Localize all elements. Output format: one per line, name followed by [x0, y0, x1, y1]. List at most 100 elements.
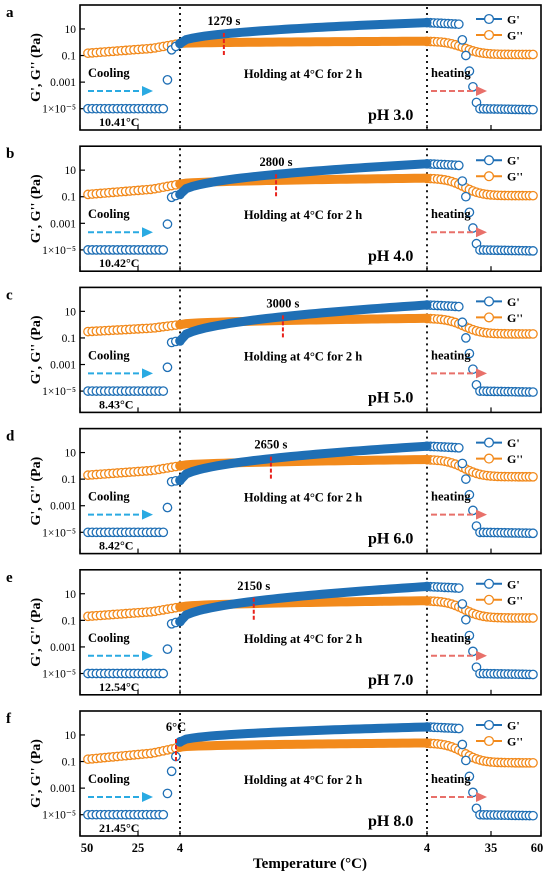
- gdp-point: [528, 757, 538, 768]
- gp-point: [464, 771, 475, 782]
- panel-letter: e: [6, 570, 13, 586]
- legend-entry: G'': [507, 170, 523, 184]
- heating-label: heating: [431, 66, 471, 80]
- crossover-label: 2800 s: [260, 155, 293, 169]
- gp-point: [468, 787, 478, 798]
- cooling-label: Cooling: [88, 631, 130, 645]
- heating-label: heating: [431, 207, 471, 221]
- legend-marker: [483, 453, 495, 464]
- gp-point: [162, 502, 173, 513]
- gel-temperature-label: 8.43°C: [99, 397, 133, 411]
- gel-temperature-label: 10.41°C: [99, 115, 139, 129]
- panel-letter: d: [6, 429, 15, 445]
- x-tick-label: 35: [485, 841, 498, 855]
- plot-frame: [79, 427, 542, 555]
- y-axis-label: G', G'' (Pa): [29, 739, 44, 808]
- x-tick-label: 4: [424, 841, 431, 855]
- panel-c: 10 0.1 0.001 1×10⁻⁵ c G', G'' (Pa) 3000 s Cooli…: [6, 286, 542, 414]
- legend-entry: G'': [507, 593, 523, 607]
- heating-arrow-head: [476, 368, 487, 379]
- heating-label: heating: [431, 772, 471, 786]
- x-tick-label: 4: [177, 841, 184, 855]
- y-axis-label: G', G'' (Pa): [29, 174, 44, 243]
- gp-point: [528, 810, 538, 821]
- y-axis-label: G', G'' (Pa): [29, 33, 44, 102]
- plot-frame: [79, 4, 542, 131]
- legend-marker: [483, 312, 495, 323]
- gp-point: [158, 527, 169, 538]
- y-tick-label: 0.1: [62, 757, 77, 769]
- cooling-arrow-head: [142, 227, 153, 238]
- gp-holding-line: [175, 722, 432, 747]
- gp-point: [453, 301, 464, 312]
- legend-marker: [483, 594, 495, 605]
- gp-point: [461, 755, 471, 766]
- panel-b: 10 0.1 0.001 1×10⁻⁵ b G', G'' (Pa) 2800 s Cooli…: [6, 145, 542, 272]
- gp-point: [464, 348, 475, 359]
- y-tick-label: 0.001: [50, 501, 76, 513]
- legend-entry: G': [507, 577, 520, 591]
- legend-entry: G': [507, 13, 520, 27]
- legend-marker: [483, 437, 495, 448]
- gp-point: [528, 669, 538, 680]
- gp-point: [461, 333, 471, 343]
- y-tick-label: 1×10⁻⁵: [42, 527, 76, 539]
- cooling-label: Cooling: [88, 772, 130, 786]
- gp-point: [461, 474, 471, 484]
- gp-point: [158, 668, 169, 679]
- x-axis-label: Temperature (°C): [253, 856, 367, 872]
- holding-label: Holding at 4°C for 2 h: [244, 632, 362, 646]
- panel-f: 10 0.1 0.001 1×10⁻⁵ f G', G'' (Pa) 6°C Cooling 2…: [6, 710, 542, 837]
- gdp-holding-line: [175, 36, 432, 49]
- plot-frame: [79, 145, 542, 272]
- legend-marker: [483, 578, 495, 589]
- legend-entry: G': [507, 154, 520, 168]
- panel-d: 10 0.1 0.001 1×10⁻⁵ d G', G'' (Pa) 2650 s Cooli…: [6, 427, 542, 555]
- crossover-label: 3000 s: [266, 296, 299, 310]
- panel-a: 10 0.1 0.001 1×10⁻⁵ a G', G'' (Pa) 1279 s Cooli…: [6, 4, 542, 131]
- gp-point: [457, 34, 468, 45]
- plot-frame: [79, 286, 542, 414]
- x-tick-label: 50: [81, 841, 94, 855]
- gp-point: [166, 766, 177, 777]
- gel-temperature-label: 21.45°C: [99, 821, 139, 835]
- ph-label: pH 8.0: [368, 813, 413, 830]
- gp-holding-line: [175, 441, 432, 485]
- gdp-point: [528, 49, 538, 60]
- heating-arrow-head: [476, 86, 487, 96]
- gp-point: [162, 788, 173, 799]
- holding-label: Holding at 4°C for 2 h: [244, 349, 362, 363]
- y-tick-label: 0.1: [62, 615, 77, 627]
- y-tick-label: 10: [65, 448, 77, 460]
- gp-holding-line: [175, 300, 432, 346]
- panel-letter: c: [6, 287, 13, 303]
- plot-frame: [79, 568, 542, 696]
- cooling-arrow-head: [142, 368, 153, 379]
- y-axis-label: G', G'' (Pa): [29, 598, 44, 667]
- y-tick-label: 10: [65, 24, 77, 36]
- heating-label: heating: [431, 631, 471, 645]
- legend-marker: [483, 171, 495, 182]
- heating-arrow-head: [476, 227, 487, 238]
- gp-point: [158, 386, 169, 396]
- gp-point: [158, 245, 169, 255]
- x-tick-label: 25: [132, 841, 145, 855]
- gdp-point: [528, 471, 538, 482]
- heating-label: heating: [431, 490, 471, 504]
- y-tick-label: 10: [65, 306, 77, 318]
- y-tick-label: 1×10⁻⁵: [42, 386, 76, 398]
- gp-point: [457, 739, 468, 750]
- gp-point: [528, 528, 538, 539]
- gdp-holding-line: [175, 738, 432, 752]
- holding-label: Holding at 4°C for 2 h: [244, 491, 362, 505]
- legend-marker: [483, 13, 495, 25]
- legend-entry: G'': [507, 29, 523, 43]
- gp-point: [457, 317, 468, 328]
- crossover-label: 2650 s: [254, 438, 287, 452]
- legend-entry: G': [507, 295, 520, 309]
- legend-marker: [483, 29, 495, 41]
- y-tick-label: 0.1: [62, 474, 77, 486]
- cooling-label: Cooling: [88, 207, 130, 221]
- y-tick-label: 0.1: [62, 333, 77, 345]
